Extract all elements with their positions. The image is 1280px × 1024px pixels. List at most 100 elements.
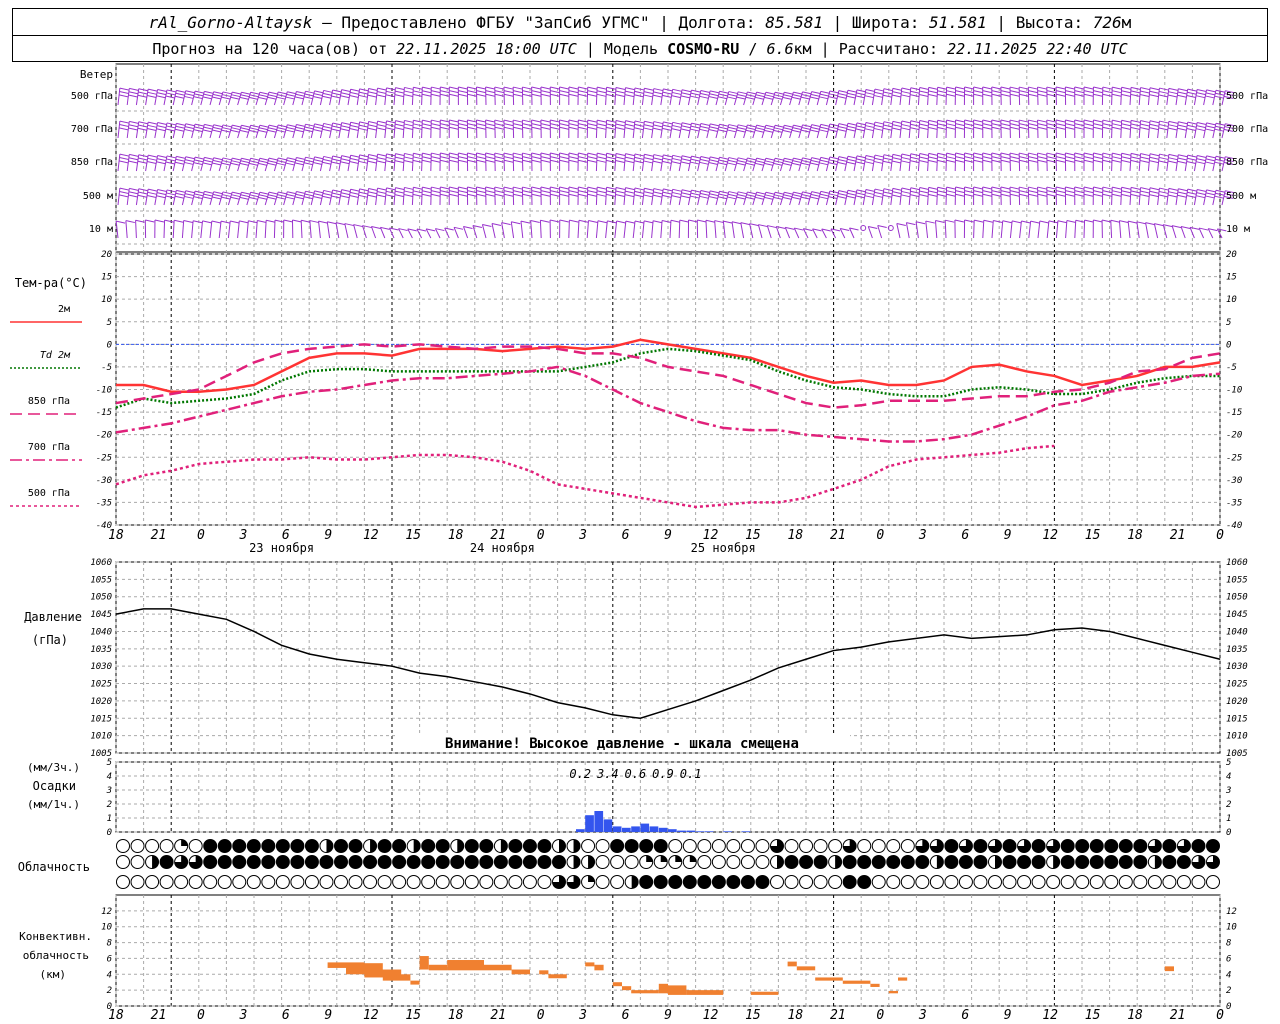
wind-barb-flag	[982, 119, 992, 123]
wind-barb-flag	[156, 92, 167, 96]
wind-barb-flag	[662, 157, 672, 161]
wind-barb-flag	[119, 153, 129, 157]
wind-barb-flag	[1102, 186, 1112, 190]
wind-barb-flag	[829, 126, 839, 130]
wind-barb-flag	[285, 96, 295, 100]
prec-ytick-right: 5	[1226, 758, 1231, 768]
wind-barb-flag	[1010, 126, 1020, 130]
cloud-circle	[290, 855, 305, 869]
day-label: 25 ноября	[691, 541, 756, 555]
wind-barb-flag	[1214, 95, 1224, 99]
wind-barb-flag	[700, 92, 710, 96]
wind-barb-flag	[467, 159, 477, 163]
wind-barb-flag	[993, 220, 1003, 224]
cloud-circle	[1118, 875, 1133, 889]
wind-barb-flag	[404, 86, 414, 90]
wind-barb-flag	[249, 194, 259, 198]
cloud-circle	[435, 875, 450, 889]
pressure-line	[115, 608, 1221, 720]
wind-barb	[1129, 187, 1132, 206]
wind-barb	[398, 228, 404, 239]
wind-barb-flag	[1167, 160, 1178, 164]
cloud-circle	[203, 875, 218, 889]
wind-barb	[126, 121, 130, 139]
wind-barb-flag	[1121, 186, 1131, 190]
wind-barb-flag	[202, 129, 213, 133]
wind-barb-flag	[431, 119, 441, 123]
wind-barb-flag	[1195, 95, 1206, 99]
wind-barb-flag	[559, 156, 569, 160]
cloud-circle	[319, 875, 334, 889]
wind-barb-flag	[643, 194, 653, 198]
cloud-circle	[188, 839, 203, 853]
cloud-circle	[958, 855, 973, 869]
wind-barb-flag	[304, 126, 314, 130]
wind-barb-flag	[782, 129, 792, 133]
wind-barb-flag	[644, 187, 654, 191]
wind-barb	[1120, 153, 1123, 172]
wind-barb-flag	[819, 159, 830, 163]
wind-barb-flag	[522, 86, 532, 90]
wind-barb-flag	[819, 126, 830, 130]
wind-barb-flag	[662, 124, 672, 128]
wind-barb-flag	[258, 162, 268, 166]
cloud-circle	[464, 839, 479, 853]
cloud-circle	[392, 855, 407, 869]
cloud-circle	[668, 875, 683, 889]
wind-barb-flag	[340, 92, 351, 96]
wind-barb-flag	[449, 93, 459, 97]
wind-barb-flag	[421, 93, 432, 97]
wind-barb-flag	[756, 91, 766, 95]
wind-barb-flag	[431, 190, 441, 194]
conv-bar	[1164, 966, 1174, 972]
wind-barb-flag	[335, 222, 346, 226]
wind-barb	[899, 120, 903, 139]
wind-barb-flag	[313, 96, 323, 99]
wind-barb-flag	[176, 155, 186, 159]
wind-barb-flag	[1046, 152, 1056, 156]
wind-barb-flag	[156, 161, 166, 165]
wind-barb	[641, 121, 645, 139]
cloud-title: Облачность	[18, 860, 90, 874]
wind-barb	[365, 154, 370, 172]
wind-barb-flag	[440, 119, 450, 123]
cloud-circle	[958, 875, 973, 889]
wind-barb-flag	[1130, 152, 1141, 156]
cloud-circle	[246, 875, 261, 889]
wind-barb-flag	[1121, 152, 1131, 156]
wind-barb-flag	[1046, 193, 1057, 197]
wind-barb-flag	[467, 156, 477, 160]
wind-barb-flag	[974, 219, 984, 223]
conv-ytick-left: 0	[107, 1002, 112, 1012]
wind-barb-flag	[128, 157, 138, 161]
wind-barb-flag	[717, 162, 728, 166]
wind-barb-flag	[295, 93, 305, 97]
wind-barb-flag	[249, 127, 259, 131]
wind-barb	[1111, 187, 1113, 206]
wind-barb-flag	[504, 93, 514, 97]
cloud-circle	[828, 839, 843, 853]
wind-barb	[1180, 226, 1186, 239]
wind-barb	[934, 220, 938, 239]
wind-barb-flag	[736, 162, 746, 166]
cloud-fill	[843, 839, 857, 853]
wind-barb-flag	[1119, 220, 1129, 224]
wind-barb-flag	[776, 226, 786, 229]
wind-barb-flag	[213, 191, 223, 195]
wind-barb-flag	[652, 160, 663, 164]
wind-barb-flag	[147, 160, 157, 164]
wind-barb-flag	[578, 86, 588, 90]
wind-barb-flag	[568, 119, 579, 123]
cloud-circle	[174, 875, 189, 889]
wind-barb-flag	[973, 159, 983, 163]
wind-barb-flag	[1205, 161, 1215, 165]
wind-barb-flag	[606, 123, 616, 127]
wind-barb	[908, 153, 912, 172]
wind-barb-flag	[185, 90, 195, 94]
wind-barb	[595, 87, 598, 106]
wind-barb-flag	[431, 152, 441, 156]
prec-ytick-right: 0	[1226, 828, 1231, 838]
wind-barb	[1175, 154, 1179, 172]
precip-bar	[677, 830, 686, 832]
wind-barb-flag	[476, 186, 486, 190]
